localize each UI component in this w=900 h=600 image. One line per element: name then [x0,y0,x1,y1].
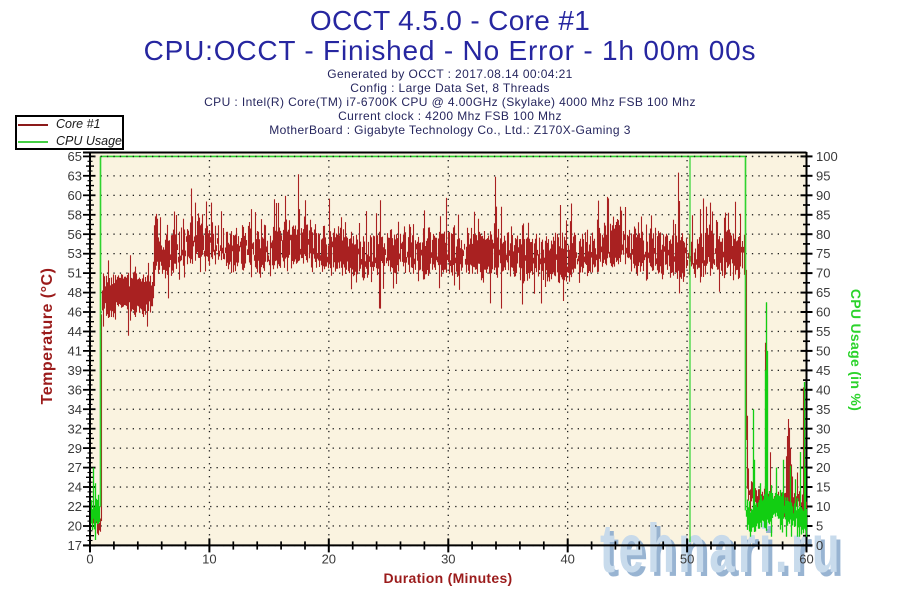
svg-text:85: 85 [816,207,830,222]
svg-text:20: 20 [68,519,82,534]
svg-text:36: 36 [68,382,82,397]
svg-text:0: 0 [86,552,93,567]
svg-text:70: 70 [816,266,830,281]
svg-text:30: 30 [441,552,455,567]
svg-text:29: 29 [68,441,82,456]
svg-text:50: 50 [680,552,694,567]
svg-text:63: 63 [68,168,82,183]
svg-text:27: 27 [68,460,82,475]
svg-text:60: 60 [799,552,813,567]
svg-text:17: 17 [68,538,82,553]
svg-text:48: 48 [68,285,82,300]
svg-text:65: 65 [68,149,82,164]
svg-text:15: 15 [816,480,830,495]
svg-text:46: 46 [68,305,82,320]
svg-text:65: 65 [816,285,830,300]
svg-text:58: 58 [68,207,82,222]
svg-text:Duration (Minutes): Duration (Minutes) [383,570,512,586]
svg-text:32: 32 [68,421,82,436]
svg-text:60: 60 [68,188,82,203]
svg-text:0: 0 [816,538,823,553]
svg-text:35: 35 [816,402,830,417]
svg-text:30: 30 [816,421,830,436]
svg-text:5: 5 [816,519,823,534]
svg-text:Temperature (°C): Temperature (°C) [39,268,56,405]
svg-text:34: 34 [68,402,82,417]
svg-text:24: 24 [68,480,82,495]
svg-text:51: 51 [68,266,82,281]
svg-text:CPU Usage (in %): CPU Usage (in %) [848,289,864,411]
svg-text:55: 55 [816,324,830,339]
svg-text:10: 10 [202,552,216,567]
svg-text:40: 40 [560,552,574,567]
svg-text:44: 44 [68,324,82,339]
svg-text:10: 10 [816,499,830,514]
svg-text:41: 41 [68,344,82,359]
svg-text:45: 45 [816,363,830,378]
svg-text:25: 25 [816,441,830,456]
svg-text:39: 39 [68,363,82,378]
svg-text:75: 75 [816,246,830,261]
svg-text:53: 53 [68,246,82,261]
svg-text:95: 95 [816,168,830,183]
svg-text:20: 20 [322,552,336,567]
svg-text:40: 40 [816,382,830,397]
svg-text:22: 22 [68,499,82,514]
svg-text:50: 50 [816,344,830,359]
svg-text:56: 56 [68,227,82,242]
svg-text:60: 60 [816,305,830,320]
svg-text:20: 20 [816,460,830,475]
svg-text:80: 80 [816,227,830,242]
svg-text:100: 100 [816,149,838,164]
svg-text:90: 90 [816,188,830,203]
